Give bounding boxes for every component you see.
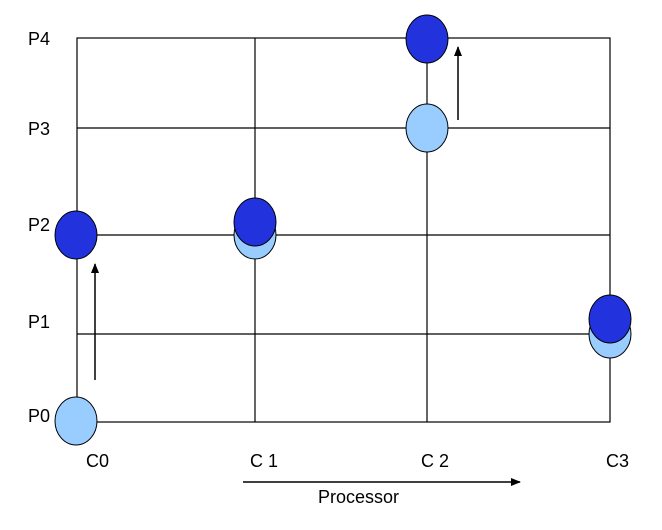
column-label-c3: C3 [606, 451, 629, 471]
new-positions [54, 14, 632, 344]
node-new-c3 [588, 294, 632, 344]
row-label-p4: P4 [28, 29, 50, 49]
column-label-c2: C 2 [421, 451, 449, 471]
node-initial-c2 [405, 103, 449, 153]
node-initial-c0 [54, 396, 98, 446]
column-labels: C0 C 1 C 2 C3 [86, 451, 629, 471]
node-new-c2 [405, 14, 449, 64]
column-label-c1: C 1 [250, 451, 278, 471]
node-new-c0 [54, 210, 98, 260]
grid [76, 37, 611, 423]
row-label-p1: P1 [28, 312, 50, 332]
row-label-p0: P0 [28, 406, 50, 426]
row-label-p2: P2 [28, 215, 50, 235]
grid-frame [76, 37, 611, 423]
row-labels: P0 P1 P2 P3 P4 [28, 29, 50, 426]
processor-axis-label: Processor [318, 487, 399, 507]
initial-positions [54, 103, 632, 446]
column-label-c0: C0 [86, 451, 109, 471]
row-label-p3: P3 [28, 119, 50, 139]
node-new-c1 [233, 197, 277, 247]
